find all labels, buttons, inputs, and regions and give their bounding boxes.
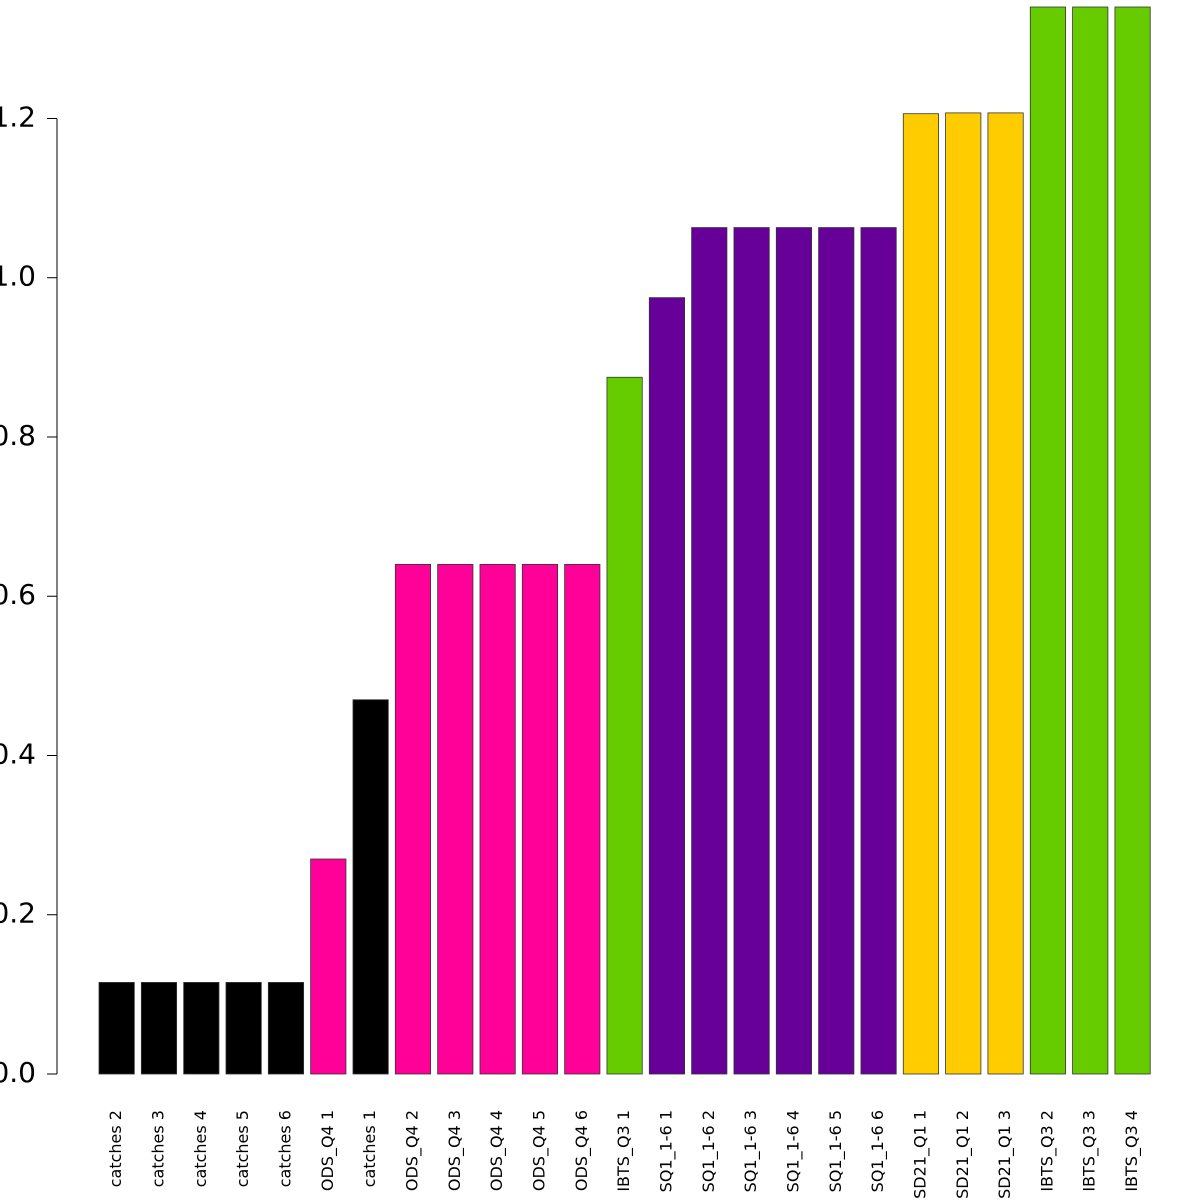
bar <box>1114 6 1151 1075</box>
y-tick-label: 0.6 <box>0 578 36 611</box>
bar <box>860 227 897 1075</box>
bar <box>267 982 305 1075</box>
x-tick-label: SD21_Q1 3 <box>995 1110 1015 1199</box>
x-tick-label: ODS_Q4 6 <box>572 1110 592 1191</box>
x-tick-label: SQ1_1-6 2 <box>699 1110 719 1192</box>
y-tick-label: 0.2 <box>0 897 36 930</box>
x-tick-label: SQ1_1-6 6 <box>868 1110 888 1192</box>
x-tick-label: IBTS_Q3 3 <box>1080 1110 1100 1192</box>
bar <box>564 563 601 1075</box>
x-tick-label: IBTS_Q3 2 <box>1037 1110 1057 1192</box>
bar <box>902 113 939 1075</box>
x-tick-label: SD21_Q1 1 <box>910 1110 930 1199</box>
x-tick-label: catches 4 <box>191 1110 210 1187</box>
bar <box>310 858 347 1075</box>
bar <box>98 982 135 1075</box>
x-tick-label: catches 3 <box>148 1110 167 1187</box>
bar <box>521 563 558 1075</box>
bar <box>606 376 643 1075</box>
bar <box>945 112 982 1075</box>
bar <box>1029 6 1066 1075</box>
y-tick-label: 1.0 <box>0 260 36 293</box>
x-tick-label: catches 2 <box>106 1110 125 1187</box>
bar <box>352 699 389 1075</box>
y-tick-label: 0.4 <box>0 737 36 770</box>
bar <box>225 982 262 1075</box>
bar <box>437 563 474 1075</box>
x-tick-label: SQ1_1-6 4 <box>783 1110 803 1192</box>
x-tick-label: ODS_Q4 2 <box>402 1110 422 1191</box>
x-tick-label: catches 6 <box>275 1110 294 1187</box>
x-tick-label: SQ1_1-6 1 <box>656 1110 676 1192</box>
x-tick-label: catches 1 <box>360 1110 379 1187</box>
bar <box>648 297 685 1075</box>
y-tick-label: 0.8 <box>0 419 36 452</box>
x-tick-label: ODS_Q4 1 <box>318 1110 338 1191</box>
x-tick-label: SD21_Q1 2 <box>953 1110 973 1199</box>
x-tick-label: ODS_Q4 5 <box>529 1110 549 1191</box>
bar <box>183 982 220 1075</box>
bar <box>987 112 1024 1075</box>
bar <box>691 227 728 1075</box>
x-tick-label: catches 5 <box>233 1110 252 1187</box>
x-tick-label: IBTS_Q3 1 <box>614 1110 634 1192</box>
bar <box>140 982 178 1075</box>
bar <box>394 563 432 1075</box>
x-tick-label: IBTS_Q3 4 <box>1122 1110 1142 1192</box>
bar <box>818 227 855 1075</box>
x-tick-label: ODS_Q4 4 <box>487 1110 507 1191</box>
bar <box>733 227 770 1075</box>
bar <box>479 563 516 1075</box>
x-tick-label: SQ1_1-6 3 <box>741 1110 761 1192</box>
y-tick-label: 0.0 <box>0 1056 36 1089</box>
x-tick-label: ODS_Q4 3 <box>445 1110 465 1191</box>
y-tick-label: 1.2 <box>0 100 36 133</box>
x-tick-label: SQ1_1-6 5 <box>826 1110 846 1192</box>
bar <box>1072 6 1109 1075</box>
bar <box>775 227 812 1075</box>
